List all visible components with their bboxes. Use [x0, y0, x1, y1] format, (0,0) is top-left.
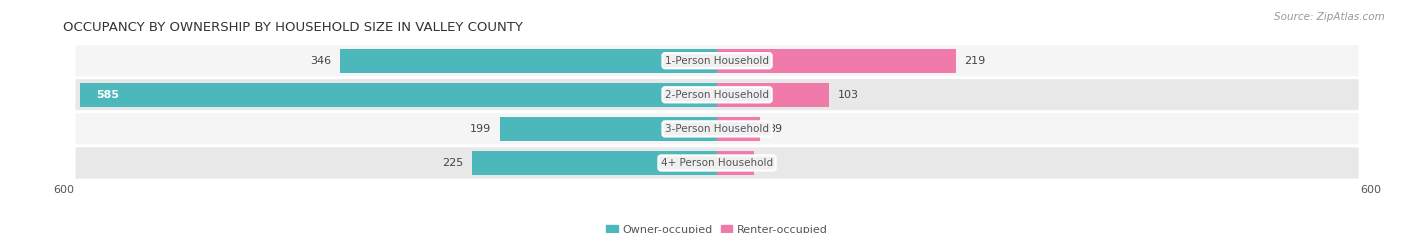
Bar	[717, 117, 759, 141]
Text: 34: 34	[763, 158, 778, 168]
Text: 3-Person Household: 3-Person Household	[665, 124, 769, 134]
Bar	[80, 83, 717, 107]
Text: 346: 346	[311, 56, 332, 66]
Bar	[717, 49, 956, 73]
Text: 199: 199	[470, 124, 492, 134]
FancyBboxPatch shape	[75, 146, 1360, 180]
Bar	[717, 83, 830, 107]
Bar	[717, 151, 754, 175]
Text: 103: 103	[838, 90, 859, 100]
Text: 219: 219	[965, 56, 986, 66]
Bar	[340, 49, 717, 73]
FancyBboxPatch shape	[75, 44, 1360, 78]
Text: 39: 39	[768, 124, 782, 134]
Text: 4+ Person Household: 4+ Person Household	[661, 158, 773, 168]
Text: 225: 225	[441, 158, 463, 168]
Text: 2-Person Household: 2-Person Household	[665, 90, 769, 100]
Legend: Owner-occupied, Renter-occupied: Owner-occupied, Renter-occupied	[602, 220, 832, 233]
Text: Source: ZipAtlas.com: Source: ZipAtlas.com	[1274, 12, 1385, 22]
FancyBboxPatch shape	[75, 78, 1360, 112]
FancyBboxPatch shape	[75, 112, 1360, 146]
Text: OCCUPANCY BY OWNERSHIP BY HOUSEHOLD SIZE IN VALLEY COUNTY: OCCUPANCY BY OWNERSHIP BY HOUSEHOLD SIZE…	[63, 21, 523, 34]
Bar	[472, 151, 717, 175]
Text: 585: 585	[96, 90, 120, 100]
Text: 1-Person Household: 1-Person Household	[665, 56, 769, 66]
Bar	[501, 117, 717, 141]
